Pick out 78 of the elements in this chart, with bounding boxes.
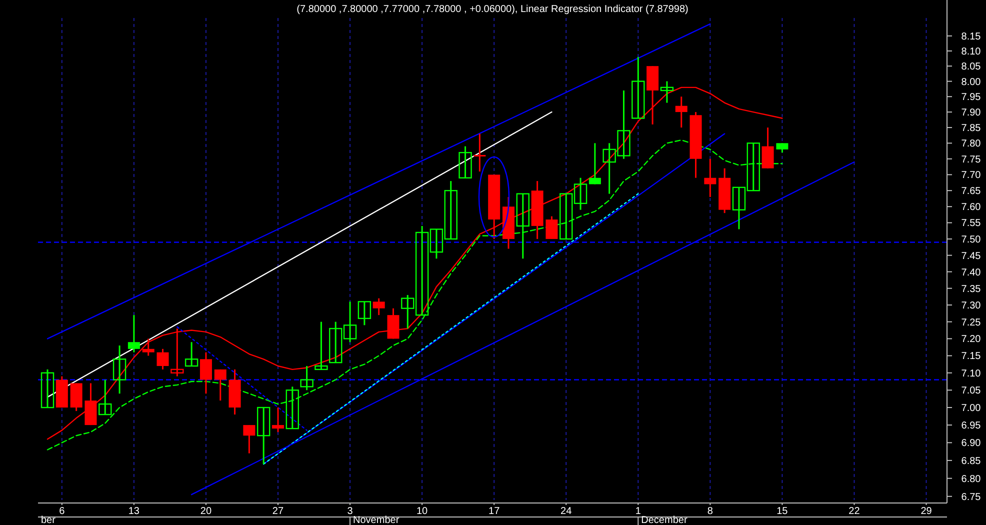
- y-tick-label: 7.95: [961, 92, 982, 104]
- candlestick: [156, 348, 169, 370]
- chart-title: (7.80000 ,7.80000 ,7.77000 ,7.78000 , +0.06000), Linear Regression Indicator (7.87998): [296, 4, 688, 15]
- y-tick-label: 6.95: [961, 420, 982, 432]
- candlestick: [200, 352, 212, 394]
- x-tick-label: 8: [707, 506, 714, 517]
- candlestick: [128, 314, 140, 354]
- candlestick: [372, 298, 385, 316]
- text: December: [641, 515, 688, 525]
- candlestick: [660, 80, 674, 104]
- y-tick-label: 8.15: [961, 31, 982, 42]
- y-tick-label: 7.85: [961, 123, 982, 134]
- y-tick-label: 6.85: [961, 456, 982, 467]
- candlestick: [112, 344, 126, 394]
- y-tick-label: 7.50: [961, 234, 982, 246]
- candlestick: [214, 368, 226, 402]
- line-series: [46, 86, 783, 440]
- candlestick: [170, 328, 184, 378]
- candlestick: [704, 158, 716, 198]
- candlestick: [272, 406, 284, 433]
- y-tick-label: 8.00: [961, 76, 982, 88]
- candlestick: [40, 368, 54, 408]
- x-tick-label: 3: [347, 506, 354, 517]
- candlestick: [776, 142, 788, 154]
- y-tick-label: 7.75: [961, 154, 982, 166]
- candlestick: [675, 96, 688, 128]
- x-tick-label: 13: [128, 506, 140, 517]
- candlestick: [472, 133, 486, 172]
- candlestick: [762, 126, 774, 170]
- candlestick: [256, 406, 270, 465]
- text: ber: [41, 515, 56, 525]
- candlestick: [458, 146, 472, 179]
- candlestick: [588, 142, 601, 185]
- y-tick-label: 7.25: [961, 317, 982, 328]
- candlestick: [142, 338, 154, 356]
- y-tick-label: 7.10: [961, 368, 982, 380]
- y-tick-label: 8.05: [961, 62, 982, 73]
- x-tick-label: 20: [200, 506, 212, 517]
- y-tick-label: 7.20: [961, 334, 982, 346]
- candlestick: [387, 308, 400, 340]
- y-tick-label: 7.70: [961, 170, 982, 182]
- candlestick: [358, 300, 372, 326]
- x-tick-label: 27: [272, 506, 284, 517]
- y-tick-label: 7.40: [961, 267, 982, 278]
- y-tick-label: 8.10: [961, 46, 982, 58]
- candlestick: [632, 56, 645, 119]
- x-tick-label: 15: [776, 506, 788, 517]
- y-tick-label: 7.80: [961, 138, 982, 150]
- y-tick-label: 7.35: [961, 284, 982, 295]
- x-tick-label: 17: [488, 506, 500, 517]
- x-tick-label: 10: [416, 506, 428, 517]
- candlestick: [516, 193, 530, 260]
- candlestick: [546, 216, 558, 240]
- y-tick-label: 7.00: [961, 403, 982, 414]
- y-tick-label: 6.90: [961, 438, 982, 450]
- candlestick: [286, 386, 300, 430]
- y-tick-label: 7.60: [961, 202, 982, 214]
- candlestick: [243, 424, 256, 454]
- candlestick: [300, 365, 314, 391]
- x-tick-label: 29: [920, 506, 932, 517]
- y-tick-label: 7.55: [961, 218, 982, 230]
- y-tick-label: 7.45: [961, 250, 982, 262]
- x-tick-label: 1: [635, 506, 642, 517]
- y-tick-label: 7.90: [961, 108, 982, 119]
- y-tick-label: 6.75: [961, 492, 982, 503]
- x-tick-label: 6: [59, 506, 66, 517]
- y-tick-label: 7.65: [961, 186, 982, 198]
- x-tick-label: 22: [848, 506, 860, 517]
- line-series: [46, 139, 783, 450]
- text: November: [353, 515, 400, 525]
- y-tick-label: 7.30: [961, 300, 982, 312]
- candlestick: [98, 379, 112, 416]
- y-tick-label: 7.05: [961, 386, 982, 397]
- candlestick: [314, 321, 328, 370]
- candlestick: [184, 341, 198, 367]
- y-tick-label: 7.15: [961, 351, 982, 362]
- x-tick-label: 24: [560, 506, 572, 517]
- y-tick-label: 6.80: [961, 474, 982, 485]
